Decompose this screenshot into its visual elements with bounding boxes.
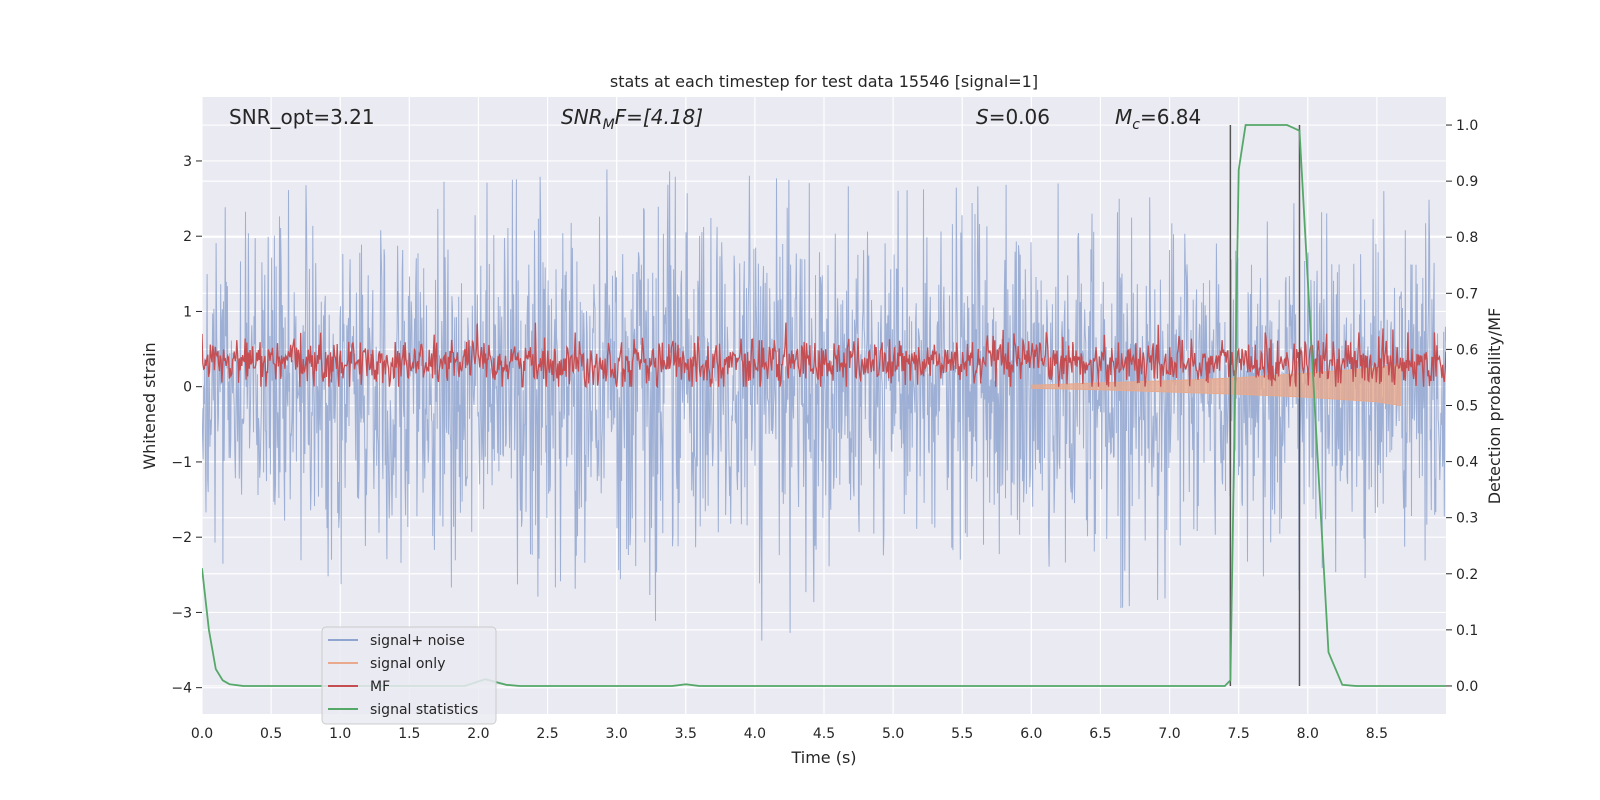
annotation-s-value: =0.06 bbox=[989, 105, 1050, 129]
x-tick-label: 1.5 bbox=[398, 726, 420, 742]
y-right-tick-label: 0.1 bbox=[1456, 623, 1478, 639]
y-right-axis-label: Detection probability/MF bbox=[1485, 308, 1504, 505]
x-tick-label: 0.0 bbox=[191, 726, 213, 742]
x-tick-label: 6.0 bbox=[1020, 726, 1042, 742]
legend-label-signal-noise: signal+ noise bbox=[370, 633, 465, 649]
annotation-s-name: S bbox=[976, 105, 989, 129]
annotation-mc-value: =6.84 bbox=[1140, 105, 1201, 129]
y-tick-label: 1 bbox=[183, 304, 192, 320]
x-tick-label: 5.5 bbox=[951, 726, 973, 742]
legend-label-signal-statistics: signal statistics bbox=[370, 702, 478, 718]
x-tick-label: 0.5 bbox=[260, 726, 282, 742]
x-tick-label: 1.0 bbox=[329, 726, 351, 742]
annotation-snr-opt: SNR_opt=3.21 bbox=[229, 105, 375, 129]
annotation-mc: Mc=6.84 bbox=[1115, 105, 1201, 133]
data-layer bbox=[202, 124, 1446, 687]
x-tick-label: 6.5 bbox=[1089, 726, 1111, 742]
legend-label-signal-only: signal only bbox=[370, 656, 445, 672]
legend-box bbox=[321, 626, 497, 725]
annotation-snr-mf-subscript: M bbox=[603, 117, 615, 133]
y-right-tick-label: 0.2 bbox=[1456, 567, 1478, 583]
x-tick-label: 4.0 bbox=[744, 726, 766, 742]
x-tick-label: 3.5 bbox=[675, 726, 697, 742]
y-tick-label: 0 bbox=[183, 380, 192, 396]
y-right-tick-label: 0.0 bbox=[1456, 679, 1478, 695]
x-tick-label: 2.0 bbox=[467, 726, 489, 742]
y-tick-label: −2 bbox=[171, 530, 192, 546]
y-right-tick-label: 0.4 bbox=[1456, 455, 1478, 471]
x-tick-label: 4.5 bbox=[813, 726, 835, 742]
y-right-tick-label: 0.5 bbox=[1456, 399, 1478, 415]
annotation-snr-mf-name: SNR bbox=[561, 105, 603, 129]
annotation-snr-mf-value: F=[4.18] bbox=[615, 105, 703, 129]
y-right-tick-label: 0.7 bbox=[1456, 286, 1478, 302]
series-signal-noise bbox=[202, 169, 1446, 641]
annotation-mc-name: M bbox=[1115, 105, 1132, 129]
legend: signal+ noise signal only MF signal stat… bbox=[321, 626, 497, 725]
y-right-axis-ticks: 0.0 0.1 0.2 0.3 0.4 0.5 0.6 0.7 0.8 0.9 1.0 bbox=[1446, 118, 1478, 695]
y-tick-label: 3 bbox=[183, 154, 192, 170]
x-axis-label: Time (s) bbox=[790, 748, 856, 767]
x-tick-label: 5.0 bbox=[882, 726, 904, 742]
series-signal-statistics bbox=[202, 124, 1446, 687]
y-tick-label: −1 bbox=[171, 455, 192, 471]
x-tick-label: 2.5 bbox=[536, 726, 558, 742]
y-axis-ticks: −4 −3 −2 −1 0 1 2 3 bbox=[171, 154, 202, 697]
annotation-s: S=0.06 bbox=[976, 105, 1050, 129]
y-tick-label: −4 bbox=[171, 681, 192, 697]
chart-title: stats at each timestep for test data 155… bbox=[610, 72, 1038, 91]
x-tick-label: 3.0 bbox=[606, 726, 628, 742]
x-tick-label: 7.5 bbox=[1228, 726, 1250, 742]
series-mf bbox=[202, 322, 1446, 390]
y-tick-label: −3 bbox=[171, 605, 192, 621]
x-tick-label: 8.0 bbox=[1297, 726, 1319, 742]
x-tick-label: 8.5 bbox=[1366, 726, 1388, 742]
annotation-mc-subscript: c bbox=[1132, 117, 1140, 133]
y-axis-label: Whitened strain bbox=[140, 342, 159, 469]
x-tick-label: 7.0 bbox=[1158, 726, 1180, 742]
y-right-tick-label: 0.9 bbox=[1456, 174, 1478, 190]
y-right-tick-label: 0.6 bbox=[1456, 342, 1478, 358]
y-right-tick-label: 1.0 bbox=[1456, 118, 1478, 134]
x-axis-ticks: 0.0 0.5 1.0 1.5 2.0 2.5 3.0 3.5 4.0 4.5 5.0 5.5 6.0 6… bbox=[191, 726, 1388, 742]
y-tick-label: 2 bbox=[183, 229, 192, 245]
y-right-tick-label: 0.3 bbox=[1456, 511, 1478, 527]
annotation-snr-mf: SNRMF=[4.18] bbox=[561, 105, 703, 133]
legend-label-mf: MF bbox=[370, 679, 390, 695]
annotations: SNR_opt=3.21 SNRMF=[4.18] S=0.06 Mc=6.84 bbox=[229, 105, 1201, 133]
y-right-tick-label: 0.8 bbox=[1456, 230, 1478, 246]
